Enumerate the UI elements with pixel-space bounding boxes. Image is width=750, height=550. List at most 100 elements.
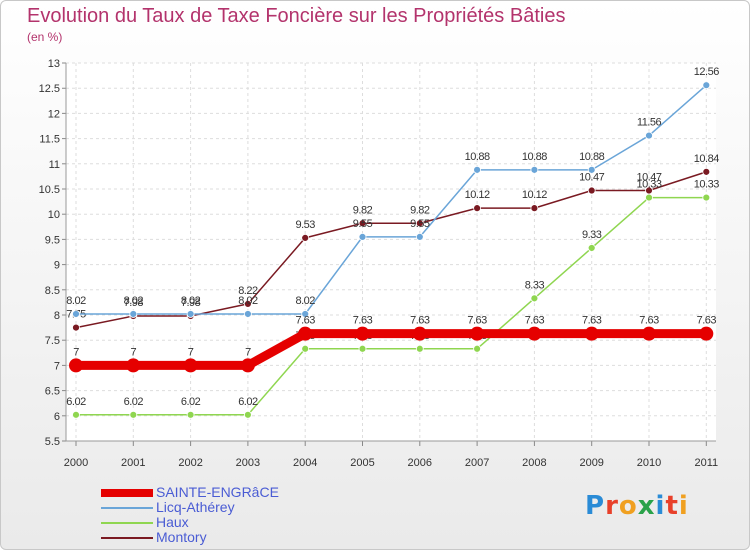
data-point-montory bbox=[72, 323, 80, 332]
legend-swatch-sainte-engrace bbox=[101, 489, 153, 497]
plot-area bbox=[66, 63, 716, 441]
x-tick-label: 2000 bbox=[64, 457, 88, 469]
data-point-licq-atherey bbox=[530, 165, 539, 174]
x-tick-label: 2008 bbox=[522, 457, 546, 469]
data-point-licq-atherey bbox=[702, 81, 711, 90]
data-point-sainte-engrace bbox=[355, 326, 370, 341]
data-point-sainte-engrace bbox=[412, 326, 427, 341]
chart-subtitle: (en %) bbox=[27, 30, 63, 44]
data-point-haux bbox=[415, 344, 424, 353]
y-tick-label: 11.5 bbox=[39, 134, 60, 146]
x-tick-label: 2002 bbox=[178, 457, 202, 469]
data-label-licq-atherey: 10.88 bbox=[522, 151, 547, 163]
data-label-haux: 6.02 bbox=[66, 396, 86, 408]
y-tick-label: 10 bbox=[48, 209, 60, 221]
data-point-montory bbox=[415, 219, 424, 228]
data-label-licq-atherey: 8.02 bbox=[66, 295, 86, 307]
legend-swatch-montory bbox=[101, 537, 153, 539]
y-tick-label: 9 bbox=[54, 260, 60, 272]
data-label-haux: 10.33 bbox=[694, 179, 719, 191]
series-line-montory bbox=[75, 171, 707, 329]
data-point-sainte-engrace bbox=[527, 326, 542, 341]
data-label-sainte-engrace: 7.63 bbox=[353, 315, 373, 327]
y-tick-label: 6.5 bbox=[45, 386, 60, 398]
y-tick-label: 11 bbox=[49, 159, 60, 171]
logo-letter: i bbox=[655, 491, 666, 521]
data-point-haux bbox=[72, 410, 80, 419]
data-label-licq-atherey: 9.55 bbox=[353, 218, 373, 230]
y-tick-label: 9.5 bbox=[45, 234, 60, 246]
logo-letter: P bbox=[585, 491, 606, 521]
data-label-licq-atherey: 12.56 bbox=[694, 66, 719, 78]
legend-label-licq-atherey: Licq-Athérey bbox=[156, 499, 235, 515]
legend-swatch-licq-atherey bbox=[101, 507, 153, 509]
x-tick-label: 2010 bbox=[637, 457, 661, 469]
series-line-haux bbox=[76, 196, 707, 416]
y-tick-label: 12 bbox=[48, 108, 60, 120]
logo-letter: x bbox=[637, 491, 656, 521]
data-point-licq-atherey bbox=[645, 131, 653, 140]
data-point-haux bbox=[702, 193, 711, 202]
data-point-licq-atherey bbox=[129, 310, 138, 318]
data-point-sainte-engrace bbox=[69, 358, 83, 373]
data-point-haux bbox=[587, 244, 596, 252]
data-point-licq-atherey bbox=[243, 310, 252, 318]
data-label-montory: 7.98 bbox=[181, 297, 201, 309]
data-label-sainte-engrace: 7 bbox=[188, 346, 194, 358]
data-point-montory bbox=[530, 204, 539, 213]
data-point-licq-atherey bbox=[72, 310, 80, 318]
x-tick-label: 2004 bbox=[293, 457, 317, 469]
x-tick-label: 2003 bbox=[236, 457, 260, 469]
series-line-sainte-engrace bbox=[76, 329, 707, 370]
logo-letter: t bbox=[665, 491, 679, 521]
data-point-haux bbox=[530, 294, 539, 303]
y-tick-label: 7.5 bbox=[45, 335, 60, 347]
logo-letter: r bbox=[605, 491, 619, 521]
y-tick-label: 8.5 bbox=[45, 285, 60, 297]
logo-letter: i bbox=[678, 491, 689, 521]
data-label-licq-atherey: 10.88 bbox=[579, 151, 604, 163]
x-tick-label: 2007 bbox=[465, 457, 489, 469]
data-label-sainte-engrace: 7.63 bbox=[467, 315, 487, 327]
data-point-haux bbox=[645, 193, 653, 202]
data-label-haux: 6.02 bbox=[238, 396, 258, 408]
data-point-sainte-engrace bbox=[470, 326, 485, 341]
y-tick-label: 6 bbox=[54, 411, 60, 423]
data-point-licq-atherey bbox=[415, 232, 424, 241]
y-tick-label: 8 bbox=[54, 310, 60, 322]
data-label-montory: 9.53 bbox=[295, 219, 315, 231]
data-label-haux: 6.02 bbox=[181, 396, 201, 408]
data-label-sainte-engrace: 7.63 bbox=[295, 315, 315, 327]
legend-swatch-haux bbox=[101, 522, 153, 524]
data-point-licq-atherey bbox=[186, 310, 195, 318]
data-point-haux bbox=[186, 410, 195, 419]
data-point-sainte-engrace bbox=[240, 358, 255, 373]
data-label-licq-atherey: 8.02 bbox=[181, 295, 201, 307]
data-point-haux bbox=[358, 344, 367, 353]
x-tick-label: 2006 bbox=[408, 457, 432, 469]
data-label-montory: 10.47 bbox=[579, 172, 604, 184]
data-point-montory bbox=[702, 167, 711, 176]
data-label-montory: 10.47 bbox=[636, 172, 661, 184]
data-point-sainte-engrace bbox=[699, 326, 714, 341]
data-label-haux: 6.02 bbox=[124, 396, 144, 408]
data-label-licq-atherey: 8.02 bbox=[295, 295, 315, 307]
legend-label-sainte-engrace: SAINTE-ENGRâCE bbox=[156, 484, 279, 500]
legend-label-montory: Montory bbox=[156, 529, 207, 545]
data-label-haux: 9.33 bbox=[582, 229, 602, 241]
data-label-haux: 10.33 bbox=[636, 179, 661, 191]
data-label-montory: 10.12 bbox=[522, 189, 547, 201]
data-point-sainte-engrace bbox=[584, 326, 599, 341]
data-label-licq-atherey: 8.02 bbox=[124, 295, 144, 307]
data-point-licq-atherey bbox=[301, 310, 310, 318]
logo-letter: o bbox=[618, 491, 638, 521]
data-point-sainte-engrace bbox=[298, 326, 313, 341]
data-point-montory bbox=[301, 233, 310, 242]
x-tick-label: 2009 bbox=[579, 457, 603, 469]
data-label-montory: 10.12 bbox=[465, 189, 490, 201]
data-point-montory bbox=[243, 300, 252, 308]
series-line-licq-atherey bbox=[76, 84, 707, 315]
data-point-haux bbox=[301, 344, 310, 353]
